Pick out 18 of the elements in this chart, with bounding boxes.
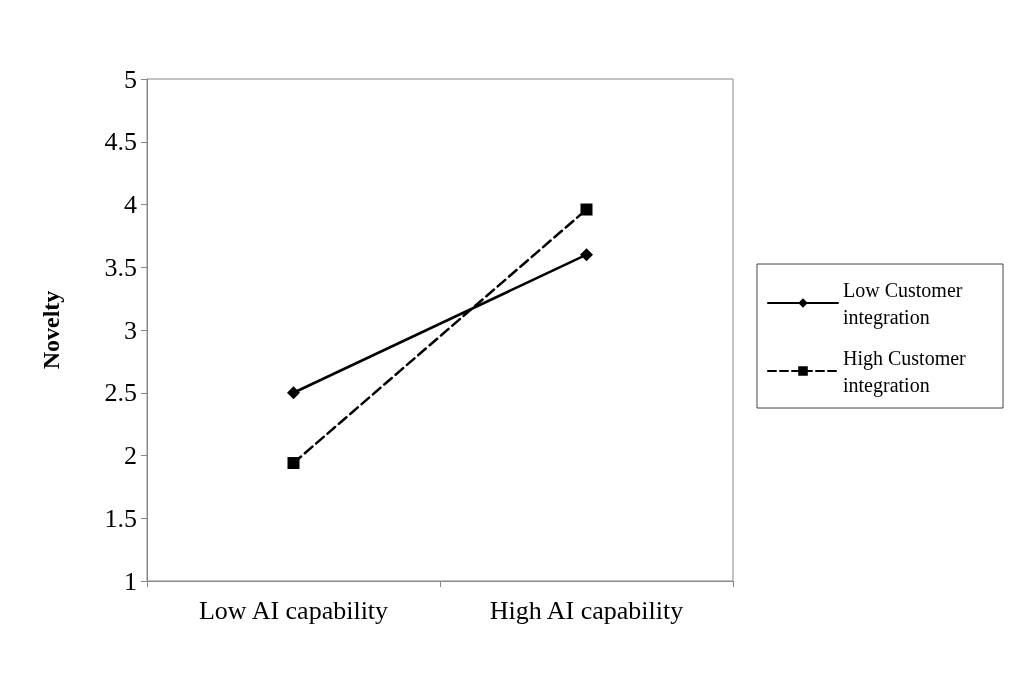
y-tick-label: 4 [124, 190, 137, 219]
point [580, 248, 593, 262]
y-tick-label: 1 [124, 566, 137, 596]
y-tick-label: 3 [124, 315, 137, 345]
point [287, 386, 300, 400]
y-tick-label: 4.5 [104, 127, 137, 157]
legend-label: High Customer integration [843, 346, 971, 397]
legend-label: Low Customer integration [843, 278, 968, 329]
point [287, 457, 300, 470]
x-tick-label: High AI capability [489, 595, 684, 625]
x-tick-label: Low AI capability [198, 595, 389, 625]
point [580, 203, 593, 216]
y-tick-label: 2.5 [104, 378, 137, 408]
y-axis-title: Novelty [38, 290, 64, 370]
y-tick-label: 3.5 [104, 252, 137, 282]
y-tick-label: 2 [124, 441, 137, 470]
y-tick-label: 1.5 [104, 503, 137, 533]
y-tick-label: 5 [124, 64, 137, 94]
